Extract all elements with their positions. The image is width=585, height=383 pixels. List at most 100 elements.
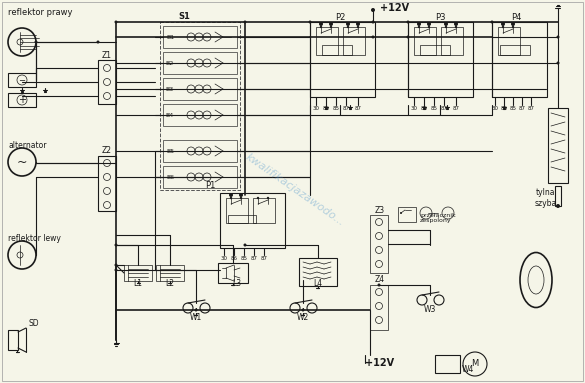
Circle shape bbox=[267, 197, 269, 199]
Text: +12V: +12V bbox=[366, 358, 394, 368]
Circle shape bbox=[240, 197, 242, 199]
Text: L1: L1 bbox=[133, 278, 143, 288]
Circle shape bbox=[194, 308, 198, 311]
Bar bbox=[555, 186, 561, 206]
Circle shape bbox=[501, 22, 505, 26]
Circle shape bbox=[371, 21, 374, 23]
Circle shape bbox=[455, 26, 457, 28]
Text: reflektor lewy: reflektor lewy bbox=[8, 234, 61, 242]
Text: +12V: +12V bbox=[380, 3, 409, 13]
Circle shape bbox=[115, 264, 118, 267]
Text: 30: 30 bbox=[491, 105, 498, 111]
Circle shape bbox=[377, 283, 380, 286]
Text: 87: 87 bbox=[342, 105, 349, 111]
Circle shape bbox=[417, 22, 421, 26]
Text: B4: B4 bbox=[166, 113, 174, 118]
Circle shape bbox=[308, 21, 311, 23]
Bar bbox=[163, 166, 237, 188]
Circle shape bbox=[301, 308, 305, 311]
Text: W1: W1 bbox=[190, 314, 202, 322]
Text: tylna
szyba: tylna szyba bbox=[535, 188, 557, 208]
Text: reflektor prawy: reflektor prawy bbox=[8, 8, 73, 17]
Text: 86: 86 bbox=[501, 105, 508, 111]
Text: 30: 30 bbox=[221, 257, 228, 262]
Circle shape bbox=[330, 26, 332, 28]
Text: 87: 87 bbox=[453, 105, 459, 111]
Bar bbox=[8, 73, 36, 87]
Text: P4: P4 bbox=[511, 13, 521, 21]
Circle shape bbox=[556, 62, 559, 64]
Text: 85: 85 bbox=[240, 257, 247, 262]
Circle shape bbox=[320, 26, 322, 28]
Bar bbox=[498, 27, 520, 55]
Text: P2: P2 bbox=[335, 13, 345, 21]
Circle shape bbox=[511, 22, 515, 26]
Circle shape bbox=[445, 26, 447, 28]
Circle shape bbox=[230, 197, 232, 199]
Bar bbox=[420, 45, 450, 55]
Circle shape bbox=[97, 41, 99, 44]
Bar bbox=[414, 27, 436, 55]
Text: 85: 85 bbox=[510, 105, 517, 111]
Text: W3: W3 bbox=[424, 306, 436, 314]
Bar bbox=[398, 207, 416, 222]
Bar bbox=[253, 198, 275, 223]
Text: W2: W2 bbox=[297, 314, 309, 322]
Circle shape bbox=[115, 21, 118, 23]
Text: +: + bbox=[18, 95, 26, 105]
Bar bbox=[163, 78, 237, 100]
Circle shape bbox=[556, 204, 560, 208]
Bar bbox=[228, 215, 256, 223]
Text: Z4: Z4 bbox=[375, 275, 385, 285]
Bar bbox=[8, 330, 18, 350]
Bar bbox=[163, 140, 237, 162]
Text: 87: 87 bbox=[441, 105, 448, 111]
Text: 86: 86 bbox=[322, 105, 329, 111]
Text: W4: W4 bbox=[462, 365, 474, 375]
Text: L2: L2 bbox=[166, 278, 174, 288]
Text: 30: 30 bbox=[411, 105, 418, 111]
Circle shape bbox=[427, 22, 431, 26]
Circle shape bbox=[371, 36, 374, 39]
Text: 30: 30 bbox=[312, 105, 319, 111]
Text: B1: B1 bbox=[166, 34, 174, 39]
Bar bbox=[548, 108, 568, 183]
Bar bbox=[160, 22, 240, 190]
Text: 87: 87 bbox=[260, 257, 267, 262]
Text: Z2: Z2 bbox=[102, 146, 112, 154]
Text: SD: SD bbox=[28, 319, 39, 327]
Text: B6: B6 bbox=[166, 175, 174, 180]
Text: L3: L3 bbox=[232, 278, 242, 288]
Bar bbox=[98, 60, 116, 104]
Text: ─: ─ bbox=[19, 75, 25, 85]
Text: kwalifikacjazawodo...: kwalifikacjazawodo... bbox=[244, 152, 346, 228]
Bar bbox=[299, 258, 337, 286]
Circle shape bbox=[35, 41, 37, 44]
Text: 87: 87 bbox=[250, 257, 257, 262]
Circle shape bbox=[257, 197, 259, 199]
Bar bbox=[435, 355, 460, 373]
Text: 86: 86 bbox=[230, 257, 238, 262]
Circle shape bbox=[347, 26, 349, 28]
Text: 87: 87 bbox=[355, 105, 362, 111]
Bar bbox=[343, 27, 365, 55]
Circle shape bbox=[346, 22, 350, 26]
Circle shape bbox=[239, 193, 243, 197]
Circle shape bbox=[407, 36, 410, 39]
Circle shape bbox=[556, 36, 559, 39]
Text: P3: P3 bbox=[435, 13, 445, 21]
Text: P1: P1 bbox=[205, 180, 215, 190]
Text: 85: 85 bbox=[332, 105, 339, 111]
Bar bbox=[500, 45, 530, 55]
Circle shape bbox=[371, 8, 375, 12]
Bar bbox=[310, 22, 375, 97]
Text: 86: 86 bbox=[421, 105, 428, 111]
Bar bbox=[226, 198, 248, 223]
Text: M: M bbox=[472, 360, 479, 368]
Circle shape bbox=[502, 26, 504, 28]
Bar bbox=[163, 104, 237, 126]
Bar bbox=[218, 263, 248, 283]
Bar bbox=[322, 45, 352, 55]
Text: ~: ~ bbox=[17, 155, 27, 169]
Bar bbox=[124, 265, 152, 281]
